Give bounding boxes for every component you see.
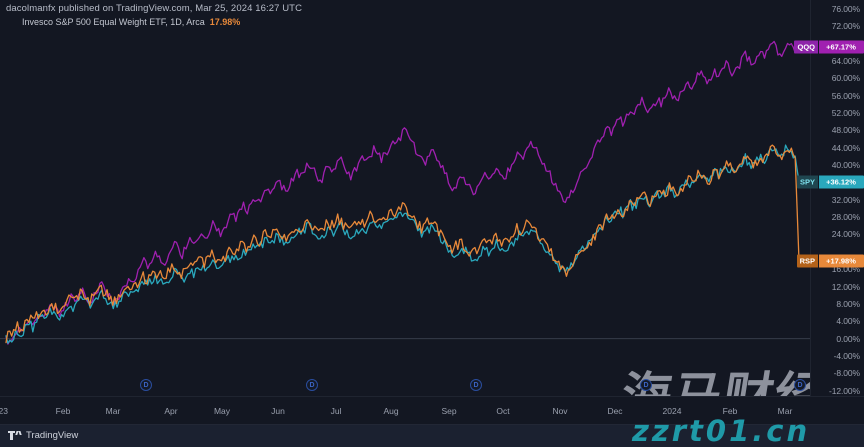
chart-plot-area[interactable]: [0, 0, 811, 396]
time-axis-tick: Aug: [383, 406, 399, 416]
price-axis-tick: 48.00%: [831, 125, 860, 136]
published-line: dacolmanfx published on TradingView.com,…: [6, 3, 303, 14]
price-axis[interactable]: 76.00% 72.00% 64.00% 60.00% 56.00% 52.00% 48.0…: [810, 0, 864, 396]
price-tag-value: +17.98%: [819, 254, 864, 268]
time-axis-tick: Oct: [496, 406, 510, 416]
price-tag-spy[interactable]: SPY +36.12%: [796, 175, 864, 189]
price-axis-tick: 24.00%: [831, 229, 860, 240]
price-axis-tick: 64.00%: [831, 55, 860, 66]
price-axis-tick: 56.00%: [831, 90, 860, 101]
chart-lines-svg: [0, 40, 811, 345]
time-axis-tick: Feb: [55, 406, 71, 416]
price-axis-tick: 76.00%: [831, 3, 860, 14]
time-axis[interactable]: 2023 Feb Mar Apr May Jun Jul Aug Sep Oct Nov Dec 202…: [0, 379, 864, 425]
price-axis-tick: 8.00%: [836, 298, 860, 309]
price-axis-tick: 28.00%: [831, 212, 860, 223]
footer-bar: TradingView: [0, 424, 864, 447]
price-axis-tick: 0.00%: [836, 333, 860, 344]
legend-symbol-label: Invesco S&P 500 Equal Weight ETF, 1D, Ar…: [22, 17, 205, 27]
dividend-marker-icon[interactable]: D: [470, 379, 482, 391]
price-axis-tick: 32.00%: [831, 194, 860, 205]
dividend-marker-icon[interactable]: D: [140, 379, 152, 391]
dividend-marker-icon[interactable]: D: [640, 379, 652, 391]
time-axis-tick: May: [213, 406, 231, 416]
price-axis-tick: 44.00%: [831, 142, 860, 153]
price-axis-tick: 16.00%: [831, 264, 860, 275]
dividend-marker-icon[interactable]: D: [306, 379, 318, 391]
price-axis-tick: 72.00%: [831, 21, 860, 32]
series-line-qqq[interactable]: [5, 40, 800, 345]
price-axis-tick: 12.00%: [831, 281, 860, 292]
time-axis-tick: Jul: [330, 406, 342, 416]
time-axis-tick: Apr: [164, 406, 178, 416]
price-tag-rsp[interactable]: RSP +17.98%: [796, 254, 864, 268]
tradingview-brand-label: TradingView: [26, 430, 79, 441]
price-axis-tick: -8.00%: [833, 368, 860, 379]
legend-value: 17.98%: [209, 17, 241, 27]
price-axis-tick: -4.00%: [833, 351, 860, 362]
price-tag-value: +36.12%: [819, 175, 864, 189]
price-tag-value: +67.17%: [819, 40, 864, 54]
tradingview-mark-icon: [8, 431, 22, 440]
time-axis-tick: 2023: [0, 406, 8, 416]
time-axis-tick: Nov: [552, 406, 568, 416]
time-axis-tick: 2024: [662, 406, 682, 416]
time-axis-tick: Feb: [722, 406, 738, 416]
chart-legend[interactable]: Invesco S&P 500 Equal Weight ETF, 1D, Ar…: [22, 17, 240, 27]
price-tag-ticker: RSP: [796, 254, 818, 268]
price-tag-ticker: QQQ: [794, 40, 818, 54]
price-axis-tick: -12.00%: [829, 385, 860, 396]
price-tag-qqq[interactable]: QQQ +67.17%: [794, 40, 864, 54]
price-tag-ticker: SPY: [796, 175, 818, 189]
tradingview-logo[interactable]: TradingView: [8, 430, 78, 441]
price-axis-tick: 52.00%: [831, 107, 860, 118]
price-axis-tick: 40.00%: [831, 160, 860, 170]
price-axis-tick: 4.00%: [836, 316, 860, 327]
series-line-spy[interactable]: [5, 144, 800, 344]
price-axis-tick: 60.00%: [831, 73, 860, 84]
time-axis-tick: Mar: [105, 406, 121, 416]
time-axis-tick: Mar: [777, 406, 793, 416]
time-axis-tick: Dec: [607, 406, 623, 416]
dividend-marker-icon[interactable]: D: [794, 379, 806, 391]
time-axis-tick: Jun: [271, 406, 285, 416]
series-line-rsp[interactable]: [5, 144, 800, 344]
time-axis-tick: Sep: [441, 406, 457, 416]
